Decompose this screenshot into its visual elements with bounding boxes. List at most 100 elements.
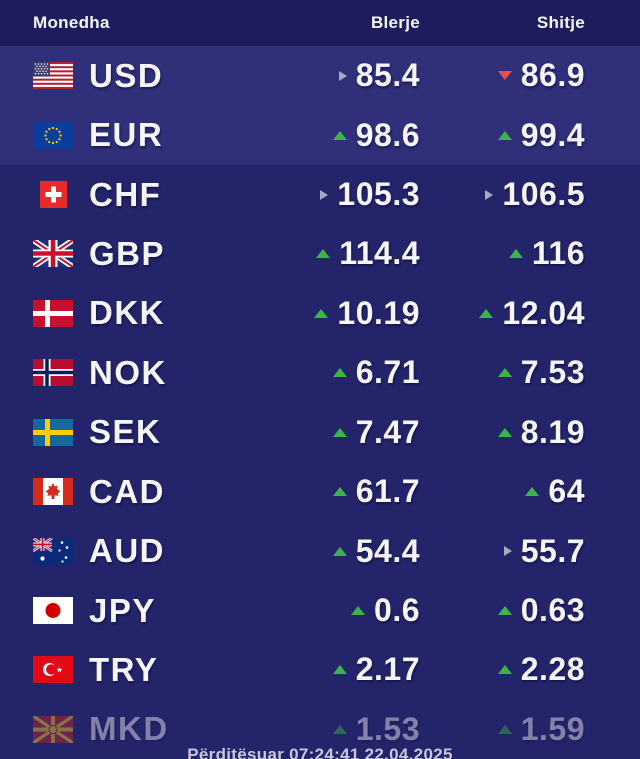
sell-value: 86.9 <box>520 57 585 94</box>
sell-cell: 2.28 <box>420 651 585 688</box>
sell-cell: 0.63 <box>420 592 585 629</box>
currency-code: JPY <box>89 591 156 629</box>
trend-up-icon <box>332 368 347 378</box>
buy-cell: 54.4 <box>230 533 420 570</box>
buy-cell: 1.53 <box>230 711 420 748</box>
trend-up-icon <box>497 368 512 378</box>
row-gbp: GBP 114.4 116 <box>0 224 640 284</box>
sell-cell: 7.53 <box>420 354 585 391</box>
currency-code: USD <box>89 56 164 94</box>
trend-neutral-icon <box>503 546 512 557</box>
trend-up-icon <box>497 724 512 734</box>
currency-code: CHF <box>89 175 162 213</box>
row-chf: CHF 105.3 106.5 <box>0 164 640 225</box>
trend-up-icon <box>497 427 512 437</box>
sell-value: 7.53 <box>520 354 585 391</box>
header-currency-label: Monedha <box>33 13 110 32</box>
trend-up-icon <box>508 249 523 259</box>
currency-code: SEK <box>89 413 162 451</box>
eur-flag-icon <box>33 121 73 149</box>
sell-value: 8.19 <box>520 413 585 450</box>
row-jpy: JPY 0.6 0.63 <box>0 580 640 641</box>
table-header: Monedha Blerje Shitje <box>0 0 640 46</box>
header-sell-label: Shitje <box>536 13 585 32</box>
sell-value: 12.04 <box>502 294 585 331</box>
trend-up-icon <box>351 606 366 615</box>
gbp-flag-icon <box>33 240 73 268</box>
rates-table-body: USD 85.4 86.9 EUR 98.6 99.4 CHF <box>0 46 640 759</box>
trend-up-icon <box>497 665 512 675</box>
buy-value: 98.6 <box>355 116 420 153</box>
header-buy-label: Blerje <box>370 13 420 32</box>
buy-value: 10.19 <box>337 294 420 331</box>
trend-up-icon <box>332 546 347 556</box>
buy-cell: 7.47 <box>230 414 420 451</box>
dkk-flag-icon <box>33 299 73 327</box>
trend-up-icon <box>525 487 540 497</box>
currency-code: GBP <box>89 234 166 272</box>
trend-up-icon <box>497 606 512 615</box>
sell-value: 106.5 <box>502 176 585 213</box>
jpy-flag-icon <box>33 597 73 624</box>
mkd-flag-icon <box>33 715 73 743</box>
sell-cell: 64 <box>420 473 585 510</box>
buy-cell: 10.19 <box>230 295 420 332</box>
buy-value: 114.4 <box>339 235 420 272</box>
trend-neutral-icon <box>485 189 494 200</box>
trend-neutral-icon <box>320 189 329 200</box>
usd-flag-icon <box>33 62 73 90</box>
row-sek: SEK 7.47 8.19 <box>0 402 640 462</box>
trend-up-icon <box>332 427 347 437</box>
trend-down-icon <box>497 71 512 81</box>
aud-flag-icon <box>33 537 73 565</box>
row-dkk: DKK 10.19 12.04 <box>0 283 640 344</box>
buy-value: 61.7 <box>355 473 420 510</box>
sell-value: 1.59 <box>520 710 585 747</box>
last-updated-text: Përditësuar 07:24:41 22.04.2025 <box>187 745 453 759</box>
row-nok: NOK 6.71 7.53 <box>0 343 640 403</box>
trend-up-icon <box>332 130 347 140</box>
sell-cell: 99.4 <box>420 117 585 154</box>
row-aud: AUD 54.4 55.7 <box>0 521 640 581</box>
sell-cell: 8.19 <box>420 414 585 451</box>
trend-up-icon <box>332 724 347 734</box>
sell-value: 55.7 <box>520 532 585 569</box>
sell-cell: 55.7 <box>420 533 585 570</box>
trend-up-icon <box>332 487 347 497</box>
buy-cell: 0.6 <box>230 592 420 629</box>
currency-code: NOK <box>89 353 167 391</box>
try-flag-icon <box>33 656 73 684</box>
currency-code: MKD <box>89 710 169 748</box>
nok-flag-icon <box>33 359 73 387</box>
currency-code: EUR <box>89 116 164 154</box>
sell-cell: 12.04 <box>420 295 585 332</box>
sell-value: 0.63 <box>520 592 585 628</box>
currency-code: DKK <box>89 294 165 332</box>
buy-value: 85.4 <box>355 57 420 94</box>
buy-value: 1.53 <box>355 710 420 747</box>
sell-cell: 1.59 <box>420 711 585 748</box>
buy-cell: 2.17 <box>230 651 420 688</box>
buy-value: 105.3 <box>337 176 420 213</box>
sell-value: 64 <box>548 473 585 510</box>
buy-value: 0.6 <box>374 592 420 628</box>
trend-neutral-icon <box>338 70 347 81</box>
sek-flag-icon <box>33 418 73 446</box>
trend-up-icon <box>314 308 329 318</box>
buy-value: 6.71 <box>355 354 420 391</box>
row-mkd: MKD 1.53 1.59 <box>0 699 640 759</box>
row-try: TRY 2.17 2.28 <box>0 640 640 700</box>
row-cad: CAD 61.7 64 <box>0 461 640 522</box>
trend-up-icon <box>316 249 331 259</box>
buy-value: 54.4 <box>355 532 420 569</box>
sell-cell: 86.9 <box>420 57 585 94</box>
sell-cell: 106.5 <box>420 176 585 213</box>
buy-cell: 105.3 <box>230 176 420 213</box>
chf-flag-icon <box>33 181 73 209</box>
sell-value: 116 <box>531 235 585 272</box>
trend-up-icon <box>479 308 494 318</box>
buy-cell: 114.4 <box>230 235 420 272</box>
buy-cell: 61.7 <box>230 473 420 510</box>
buy-value: 7.47 <box>355 413 420 450</box>
